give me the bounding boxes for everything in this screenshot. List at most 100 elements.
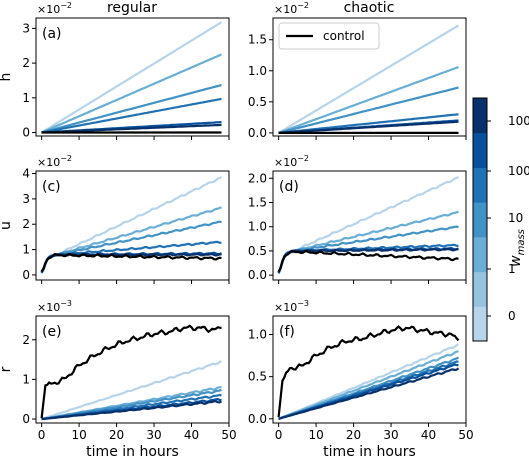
x-tick-label: 0 [38,428,46,442]
y-axis-label: h [0,73,14,82]
series-lines [40,324,223,421]
axes-frame [35,17,230,137]
y-tick-label: 0 [22,126,30,140]
x-tick-label: 50 [221,428,236,442]
colorbar-segment [473,236,487,273]
x-tick-label: 50 [458,428,473,442]
series-line-w3 [278,86,459,134]
y-tick-label: 3 [22,192,30,206]
colorbar-label: wmass [508,229,527,267]
y-tick-label: 0.5 [248,244,267,258]
series-line-w2 [41,53,222,134]
colorbar-segment [473,306,487,342]
y-multiplier: ×10−2 [37,154,72,169]
series-line-w1 [40,176,222,273]
y-tick-label: 3 [22,21,30,35]
colorbar-segment [473,132,487,168]
y-tick-label: 2 [22,217,30,231]
series-line-w6 [278,367,460,420]
axes-frame [272,17,467,137]
panel-f: 0.0 0.5 1.0 0 10 20 30 40 50 ×10−3 (f) time in hour… [248,299,474,458]
panels: 0123×10−2(a)h0.00.51.01.5×10−2(b)control… [0,1,474,458]
y-tick-label: 0 [22,412,30,426]
y-multiplier: ×10−2 [274,154,309,169]
y-multiplier: ×10−3 [274,299,309,314]
column-title-regular: regular [107,0,157,16]
axes-frame [35,170,230,281]
panel-c: 0 1 2 3 4 ×10−2 (c) u [0,154,230,284]
series-line-w6 [277,247,459,273]
panel-a: 0 1 2 3 ×10−2 (a) h [0,1,230,140]
panel-label: (a) [42,26,62,42]
series-line-control [40,324,222,419]
y-tick-label: 0.0 [248,268,267,282]
panel-label: (c) [42,179,61,195]
column-title-chaotic: chaotic [344,0,395,16]
y-tick-label: 2 [22,56,30,70]
x-tick-label: 20 [346,428,361,442]
series-line-w2 [40,206,222,273]
x-tick-label: 40 [184,428,199,442]
y-tick-label: 1.0 [248,328,267,342]
y-tick-label: 1 [22,243,30,257]
panel-label: (e) [42,324,62,340]
y-tick-label: 4 [22,167,30,181]
series-lines [278,24,460,134]
x-tick-label: 30 [383,428,398,442]
series-lines [277,176,459,274]
colorbar-tick-label: 1000 [508,114,529,128]
y-tick-label: 1.5 [248,195,267,209]
series-lines [40,176,222,274]
x-axis-label: time in hours [86,444,179,458]
x-axis-label: time in hours [323,444,416,458]
series-line-w4 [41,97,222,134]
series-line-w6 [41,123,222,134]
panel-b: 0.00.51.01.5×10−2(b)control [248,1,467,140]
colorbar: 0 1 10 100 1000 wmass [472,97,529,342]
y-tick-label: 0 [22,268,30,282]
series-line-w1 [277,176,459,274]
axes-frame [35,315,230,424]
axes-frame [272,315,467,424]
x-tick-label: 10 [308,428,323,442]
series-line-w3 [41,83,222,134]
series-line-control [277,249,459,273]
series-line-w2 [278,66,459,134]
y-tick-label: 1.0 [248,64,267,78]
y-tick-label: 0.5 [248,95,267,109]
colorbar-segment [473,167,487,203]
y-tick-label: 2.0 [248,171,267,185]
panel-label: (d) [279,179,299,195]
legend-label-control: control [323,29,365,43]
x-tick-label: 30 [146,428,161,442]
y-multiplier: ×10−2 [37,1,72,16]
y-tick-label: 0.5 [248,370,267,384]
y-axis-label: u [0,221,14,230]
series-line-w1 [278,24,460,134]
colorbar-segment [473,271,487,307]
x-tick-label: 10 [71,428,86,442]
series-line-w1 [41,21,223,134]
colorbar-tick-label: 100 [508,164,529,178]
series-line-w6 [278,120,459,134]
series-line-control [40,252,222,273]
y-tick-label: 1.0 [248,220,267,234]
y-tick-label: 0.0 [248,412,267,426]
series-line-w1 [41,360,222,421]
panel-label: (f) [279,324,295,340]
y-tick-label: 1 [22,91,30,105]
legend: control [278,22,380,50]
colorbar-segment [473,98,487,134]
colorbar-tick-label: 0 [508,309,516,323]
y-tick-label: 0.0 [248,126,267,140]
y-axis-label: r [0,366,14,372]
series-line-w1 [278,343,460,420]
colorbar-frame [472,97,488,342]
colorbar-tick-label: 1 [508,262,516,276]
colorbar-tick-label: 10 [508,211,523,225]
series-lines [277,325,460,420]
series-lines [41,21,223,134]
series-line-w6 [41,400,223,421]
